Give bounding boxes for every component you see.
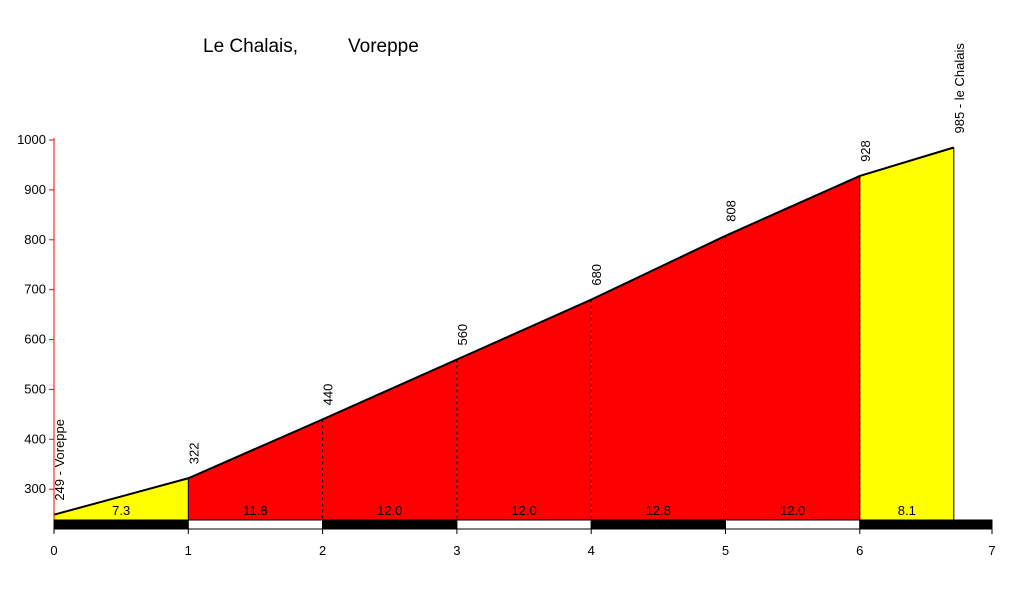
distance-bar-block	[187, 519, 324, 530]
distance-bar-block	[456, 519, 592, 530]
segment-gradient-label: 11.8	[243, 503, 267, 518]
x-tick-label: 7	[988, 543, 995, 558]
x-tick-label: 0	[50, 543, 57, 558]
chart-title-left: Le Chalais,	[203, 36, 298, 57]
profile-segment-2	[188, 419, 323, 520]
x-tick-label: 6	[856, 543, 863, 558]
distance-bar-block	[590, 519, 727, 530]
chart-title-right: Voreppe	[348, 36, 419, 57]
profile-segment-4	[456, 299, 592, 520]
elevation-label: 322	[186, 443, 201, 465]
profile-segment-5	[591, 235, 726, 520]
elevation-label: 928	[858, 140, 873, 162]
segment-gradient-label: 12.0	[780, 503, 805, 518]
y-tick-label: 400	[24, 431, 46, 446]
segment-gradient-label: 8.1	[898, 503, 916, 518]
profile-segment-7	[859, 147, 954, 520]
x-tick-label: 5	[722, 543, 729, 558]
x-tick-label: 2	[319, 543, 326, 558]
elevation-label: 440	[321, 384, 336, 406]
distance-bar-block	[53, 519, 189, 530]
y-tick-label: 500	[24, 381, 46, 396]
profile-segment-6	[725, 175, 860, 520]
y-tick-label: 700	[24, 282, 46, 297]
elevation-label: 680	[589, 264, 604, 286]
distance-bar-block	[725, 519, 861, 530]
profile-line	[53, 146, 955, 516]
y-tick-label: 600	[24, 332, 46, 347]
y-tick-label: 800	[24, 232, 46, 247]
segment-gradient-label: 12.0	[511, 503, 536, 518]
elevation-label: 249 - Voreppe	[52, 419, 67, 501]
segment-gradient-label: 12.8	[646, 503, 671, 518]
elevation-label: 985 - le Chalais	[952, 43, 967, 134]
profile-segment-3	[322, 359, 457, 520]
distance-bar-block	[322, 519, 458, 530]
profile-segment-1	[54, 478, 189, 520]
elevation-label: 560	[455, 324, 470, 346]
distance-bar-block	[859, 519, 993, 530]
y-tick-label: 300	[24, 481, 46, 496]
y-tick-label: 900	[24, 182, 46, 197]
x-tick-label: 3	[453, 543, 460, 558]
elevation-label: 808	[724, 200, 739, 222]
segment-gradient-label: 12.0	[377, 503, 402, 518]
x-tick-label: 1	[185, 543, 192, 558]
y-tick-label: 1000	[17, 132, 46, 147]
x-tick-label: 4	[588, 543, 595, 558]
segment-gradient-label: 7.3	[112, 503, 130, 518]
